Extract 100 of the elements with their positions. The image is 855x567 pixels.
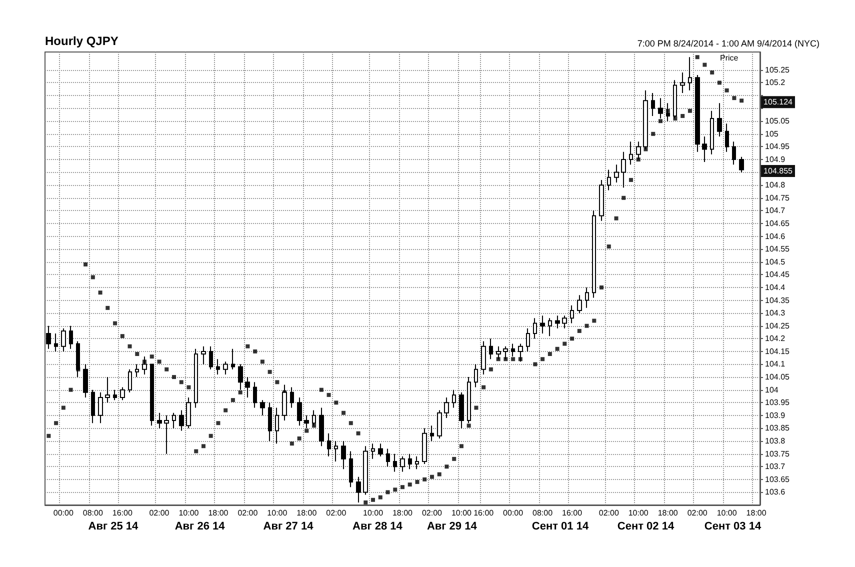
text: Авг 28 14	[352, 520, 404, 532]
candlestick	[548, 318, 552, 337]
text: Авг 26 14	[174, 520, 226, 532]
y-tick-label: 104.8	[765, 180, 786, 190]
candlestick	[216, 358, 220, 375]
candlestick	[120, 386, 125, 401]
candlestick	[496, 346, 501, 360]
candlestick	[459, 392, 464, 429]
x-tick-label: 02:00	[326, 508, 347, 518]
candlestick	[150, 364, 154, 426]
candlestick	[172, 412, 176, 429]
candlestick	[194, 348, 198, 408]
x-tick-label: 18:00	[392, 508, 414, 518]
candlestick	[209, 346, 213, 370]
candlestick	[319, 407, 324, 447]
y-tick-label: 103.85	[765, 424, 790, 433]
y-tick-label: 105.2	[765, 78, 786, 88]
x-tick-label: 18:00	[208, 508, 229, 518]
y-tick-label: 105	[765, 129, 779, 138]
y-tick-label: 104.6	[765, 232, 786, 241]
candlestick	[481, 340, 486, 375]
x-tick-label: 10:00	[716, 508, 738, 518]
candlestick	[540, 315, 545, 334]
text: Авг 29 14	[426, 520, 478, 532]
x-tick-label: 02:00	[149, 508, 170, 518]
annotation: 104.855	[764, 166, 794, 176]
candlestick	[393, 453, 397, 472]
y-tick-label: 104.2	[765, 334, 786, 344]
x-tick-label: 16:00	[474, 508, 494, 518]
y-tick-label: 104.25	[765, 321, 790, 330]
x-tick-label: 00:00	[503, 508, 524, 518]
candlestick	[356, 476, 361, 503]
y-tick-label: 104.15	[765, 346, 790, 356]
x-tick-label: 18:00	[746, 508, 767, 518]
y-tick-label: 104.5	[765, 257, 786, 266]
candlestick	[245, 376, 250, 398]
x-tick-label: 10:00	[178, 508, 200, 518]
candlestick	[467, 376, 471, 424]
candlestick	[186, 397, 191, 429]
candlestick	[533, 318, 537, 340]
candlestick	[260, 400, 265, 416]
candlestick	[349, 450, 353, 488]
text: Авг 27 14	[263, 520, 314, 532]
y-tick-label: 105.25	[765, 65, 790, 74]
candlestick	[562, 315, 567, 329]
candlestick	[91, 389, 95, 424]
candlestick	[710, 110, 714, 155]
y-tick-label: 103.75	[765, 449, 790, 458]
candlestick	[98, 392, 103, 424]
candlestick	[658, 98, 663, 120]
x-tick-label: 16:00	[562, 508, 583, 518]
candlestick	[297, 397, 302, 426]
candlestick	[371, 443, 375, 460]
y-tick-label: 104.75	[765, 193, 790, 202]
candlestick	[223, 361, 228, 375]
candlestick	[157, 412, 162, 429]
candlestick	[179, 410, 184, 432]
candlestick	[304, 414, 309, 429]
text: Сент 03 14	[704, 520, 762, 532]
candlestick	[607, 169, 611, 191]
candlestick	[629, 141, 633, 166]
candlestick	[702, 136, 707, 163]
candlestick	[732, 141, 736, 166]
x-tick-label: 08:00	[82, 508, 104, 518]
x-tick-label: 02:00	[687, 508, 708, 518]
candlestick	[430, 425, 434, 442]
y-tick-label: 104.7	[765, 206, 786, 216]
y-tick-label: 103.95	[765, 398, 790, 408]
candlestick	[408, 453, 412, 470]
x-tick-label: 18:00	[658, 508, 678, 518]
candlestick	[128, 368, 132, 393]
candlestick	[695, 74, 700, 152]
y-tick-label: 104.55	[765, 244, 790, 254]
chart-title: Hourly QJPY	[45, 34, 118, 48]
y-tick-label: 103.6	[765, 488, 786, 497]
candlestick	[673, 80, 677, 120]
candlestick	[135, 364, 139, 378]
candlestick	[378, 443, 383, 457]
candlestick	[511, 343, 515, 358]
x-tick-label: 10:00	[451, 508, 472, 518]
candlestick	[643, 90, 648, 150]
y-tick-label: 104.65	[765, 218, 790, 228]
y-tick-label: 104	[765, 385, 779, 394]
candlestick	[238, 364, 243, 390]
candlestick	[327, 432, 331, 457]
candlestick	[621, 151, 626, 188]
candlestick	[341, 440, 346, 470]
candlestick	[268, 402, 272, 442]
y-tick-label: 104.95	[765, 142, 790, 152]
y-tick-label: 104.35	[765, 296, 790, 305]
candlestick	[739, 156, 744, 173]
text: Авг 25 14	[88, 520, 139, 532]
candlestick	[688, 56, 692, 91]
candlestick	[54, 333, 58, 352]
text: Сент 01 14	[532, 520, 590, 532]
candlestick	[69, 325, 73, 350]
x-tick-label: 10:00	[363, 508, 384, 518]
candlestick	[680, 72, 685, 94]
x-tick-label: 16:00	[112, 508, 133, 518]
candlestick	[415, 456, 419, 470]
